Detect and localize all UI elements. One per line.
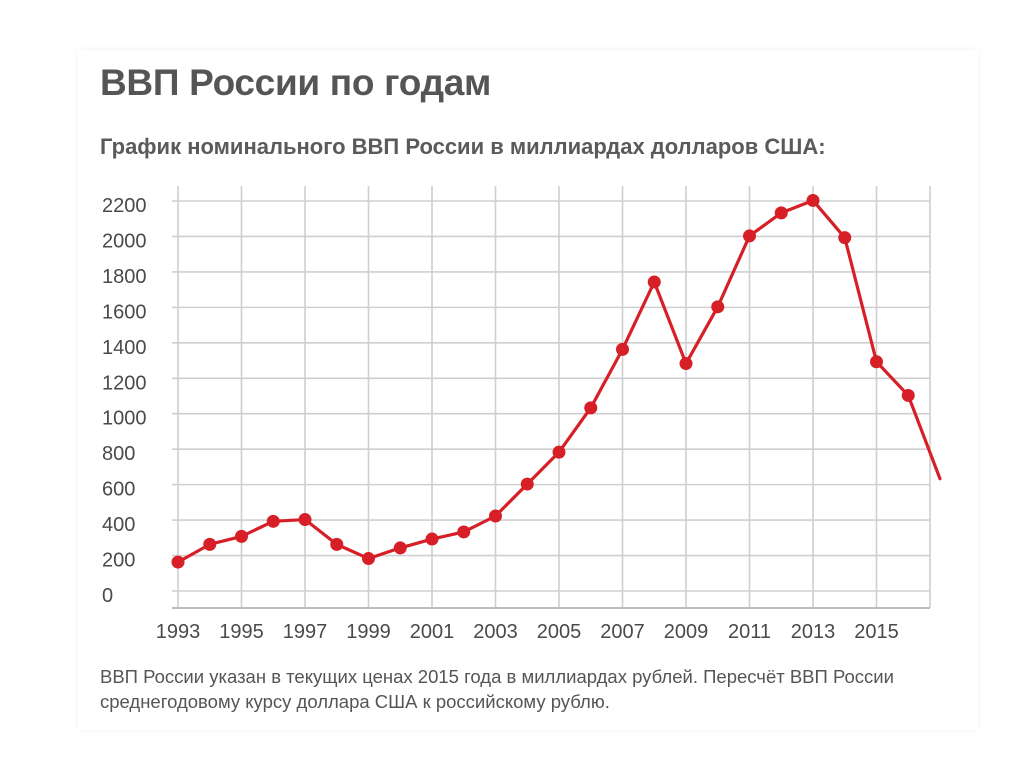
y-tick-label-800: 800: [102, 443, 135, 465]
x-tick-label-2009: 2009: [664, 621, 709, 643]
y-tick-label-1600: 1600: [102, 301, 147, 323]
y-tick-label-0: 0: [102, 585, 113, 607]
y-tick-label-1400: 1400: [102, 337, 147, 359]
x-tick-label-2007: 2007: [600, 621, 645, 643]
x-tick-label-2003: 2003: [473, 621, 518, 643]
y-tick-label-1200: 1200: [102, 372, 147, 394]
x-tick-label-2005: 2005: [537, 621, 582, 643]
data-point-1998: [330, 537, 344, 551]
y-tick-label-2200: 2200: [102, 195, 147, 217]
data-point-2010: [711, 300, 725, 314]
y-tick-label-200: 200: [102, 550, 135, 572]
data-point-1993: [171, 555, 185, 569]
data-point-2011: [743, 229, 756, 243]
data-point-2012: [774, 206, 788, 220]
data-point-2003: [489, 509, 502, 523]
data-point-2009: [679, 357, 693, 371]
data-point-2007: [616, 342, 629, 356]
data-point-1999: [362, 552, 375, 566]
data-point-2008: [647, 275, 661, 289]
data-point-1995: [235, 529, 248, 543]
data-point-2001: [425, 532, 439, 546]
data-point-2004: [520, 477, 534, 491]
x-tick-label-1997: 1997: [283, 621, 328, 643]
x-tick-label-2015: 2015: [854, 621, 899, 643]
data-point-2014: [838, 231, 852, 245]
series: [171, 193, 942, 569]
data-point-1994: [203, 537, 217, 551]
data-point-2013: [806, 193, 820, 207]
chart-card: [78, 50, 978, 730]
y-tick-label-1000: 1000: [102, 408, 147, 430]
chart-footnote: ВВП России указан в текущих ценах 2015 г…: [100, 666, 894, 712]
y-tick-label-2000: 2000: [102, 230, 147, 252]
x-tick-label-2001: 2001: [410, 621, 455, 643]
y-tick-label-400: 400: [102, 514, 135, 536]
data-point-2000: [393, 541, 407, 555]
chart-subtitle: График номинального ВВП России в миллиар…: [100, 134, 826, 159]
data-point-2006: [584, 401, 598, 415]
y-tick-labels: 0 200 400 600 800 1000 1200 1400 1600 1800 2000 220…: [102, 195, 147, 607]
x-tick-label-1999: 1999: [346, 621, 391, 643]
x-tick-label-1993: 1993: [156, 621, 201, 643]
data-point-1996: [266, 514, 280, 528]
data-point-2016: [901, 388, 915, 402]
data-point-2005: [552, 445, 566, 459]
x-tick-labels: 1993 1995 1997 1999 2001 2003 2005 2007 2009 2011…: [156, 621, 899, 643]
data-point-2002: [457, 525, 471, 539]
grid: [172, 186, 931, 608]
data-point-1997: [298, 513, 312, 527]
page-title: ВВП России по годам: [100, 62, 492, 103]
x-tick-label-2013: 2013: [791, 621, 836, 643]
x-tick-label-2011: 2011: [728, 621, 771, 643]
x-tick-label-1995: 1995: [219, 621, 264, 643]
y-tick-label-600: 600: [102, 479, 135, 501]
data-point-2015: [870, 355, 883, 369]
y-tick-label-1800: 1800: [102, 266, 147, 288]
